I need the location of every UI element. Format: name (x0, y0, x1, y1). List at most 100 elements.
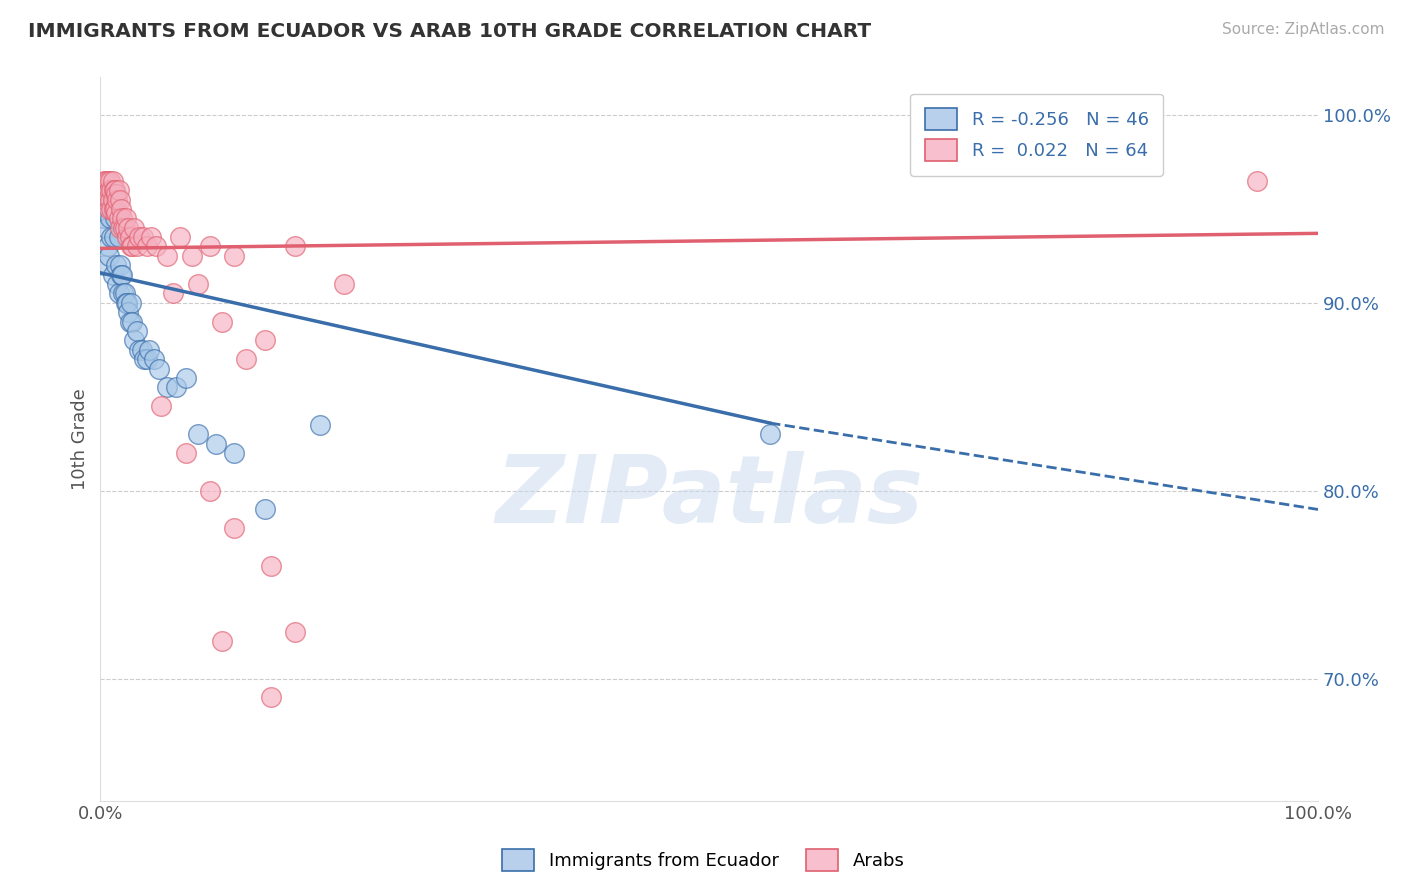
Point (105, 277, 128, 291)
Point (120, 239, 142, 253)
Point (156, 249, 179, 263)
Point (101, 174, 124, 188)
Text: IMMIGRANTS FROM ECUADOR VS ARAB 10TH GRADE CORRELATION CHART: IMMIGRANTS FROM ECUADOR VS ARAB 10TH GRA… (28, 22, 872, 41)
Point (104, 211, 127, 226)
Point (142, 352, 165, 367)
Point (260, 558, 283, 573)
Point (187, 427, 209, 442)
Point (115, 296, 138, 310)
Point (308, 417, 330, 432)
Point (97, 239, 120, 253)
Point (135, 239, 157, 253)
Point (105, 193, 128, 207)
Point (205, 436, 228, 450)
Point (132, 230, 155, 244)
Point (150, 399, 173, 413)
Point (115, 296, 138, 310)
Point (96, 220, 118, 235)
Point (108, 220, 131, 235)
Point (108, 193, 131, 207)
Point (103, 183, 125, 197)
Point (108, 258, 131, 272)
Point (124, 220, 146, 235)
Point (180, 249, 202, 263)
Point (165, 380, 187, 394)
Legend: R = -0.256   N = 46, R =  0.022   N = 64: R = -0.256 N = 46, R = 0.022 N = 64 (910, 94, 1163, 176)
Point (284, 239, 307, 253)
Point (98, 174, 121, 188)
Point (224, 521, 246, 535)
Point (115, 230, 138, 244)
Point (94, 183, 117, 197)
Point (187, 277, 209, 291)
Point (111, 211, 134, 226)
Point (124, 334, 146, 348)
Point (333, 277, 356, 291)
Point (98, 193, 121, 207)
Point (97, 202, 120, 216)
Text: ZIPatlas: ZIPatlas (495, 450, 924, 543)
Point (104, 183, 127, 197)
Point (112, 220, 135, 235)
Point (105, 258, 128, 272)
Point (91, 183, 114, 197)
Point (174, 371, 197, 385)
Point (224, 249, 246, 263)
Point (145, 239, 167, 253)
Point (125, 324, 148, 338)
Point (117, 305, 139, 319)
Point (211, 315, 233, 329)
Point (121, 315, 143, 329)
Point (138, 343, 160, 357)
Point (253, 502, 276, 516)
Point (104, 202, 127, 216)
Point (148, 361, 170, 376)
Point (110, 268, 132, 282)
Point (112, 286, 135, 301)
Point (162, 286, 184, 301)
Point (97, 193, 120, 207)
Point (111, 268, 134, 282)
Point (198, 239, 221, 253)
Point (115, 211, 138, 226)
Point (1125, 155, 1147, 169)
Point (93, 258, 115, 272)
Point (131, 343, 153, 357)
Point (253, 334, 276, 348)
Point (97, 183, 120, 197)
Point (235, 352, 257, 367)
Point (110, 202, 132, 216)
Point (114, 220, 136, 235)
Point (107, 211, 129, 226)
Point (96, 174, 118, 188)
Point (125, 239, 148, 253)
Point (118, 230, 141, 244)
Point (141, 230, 163, 244)
Legend: Immigrants from Ecuador, Arabs: Immigrants from Ecuador, Arabs (495, 842, 911, 879)
Point (211, 634, 233, 648)
Point (101, 268, 124, 282)
Point (107, 286, 129, 301)
Point (100, 202, 122, 216)
Point (1246, 174, 1268, 188)
Point (224, 446, 246, 460)
Point (169, 230, 191, 244)
Point (96, 193, 118, 207)
Point (114, 286, 136, 301)
Point (94, 183, 117, 197)
Point (284, 624, 307, 639)
Point (101, 193, 124, 207)
Point (117, 220, 139, 235)
Point (118, 315, 141, 329)
Point (100, 183, 122, 197)
Point (97, 249, 120, 263)
Point (120, 296, 142, 310)
Point (103, 202, 125, 216)
Point (121, 239, 143, 253)
Point (759, 427, 782, 442)
Point (135, 352, 157, 367)
Point (91, 211, 114, 226)
Point (98, 211, 121, 226)
Point (174, 446, 197, 460)
Y-axis label: 10th Grade: 10th Grade (72, 388, 89, 490)
